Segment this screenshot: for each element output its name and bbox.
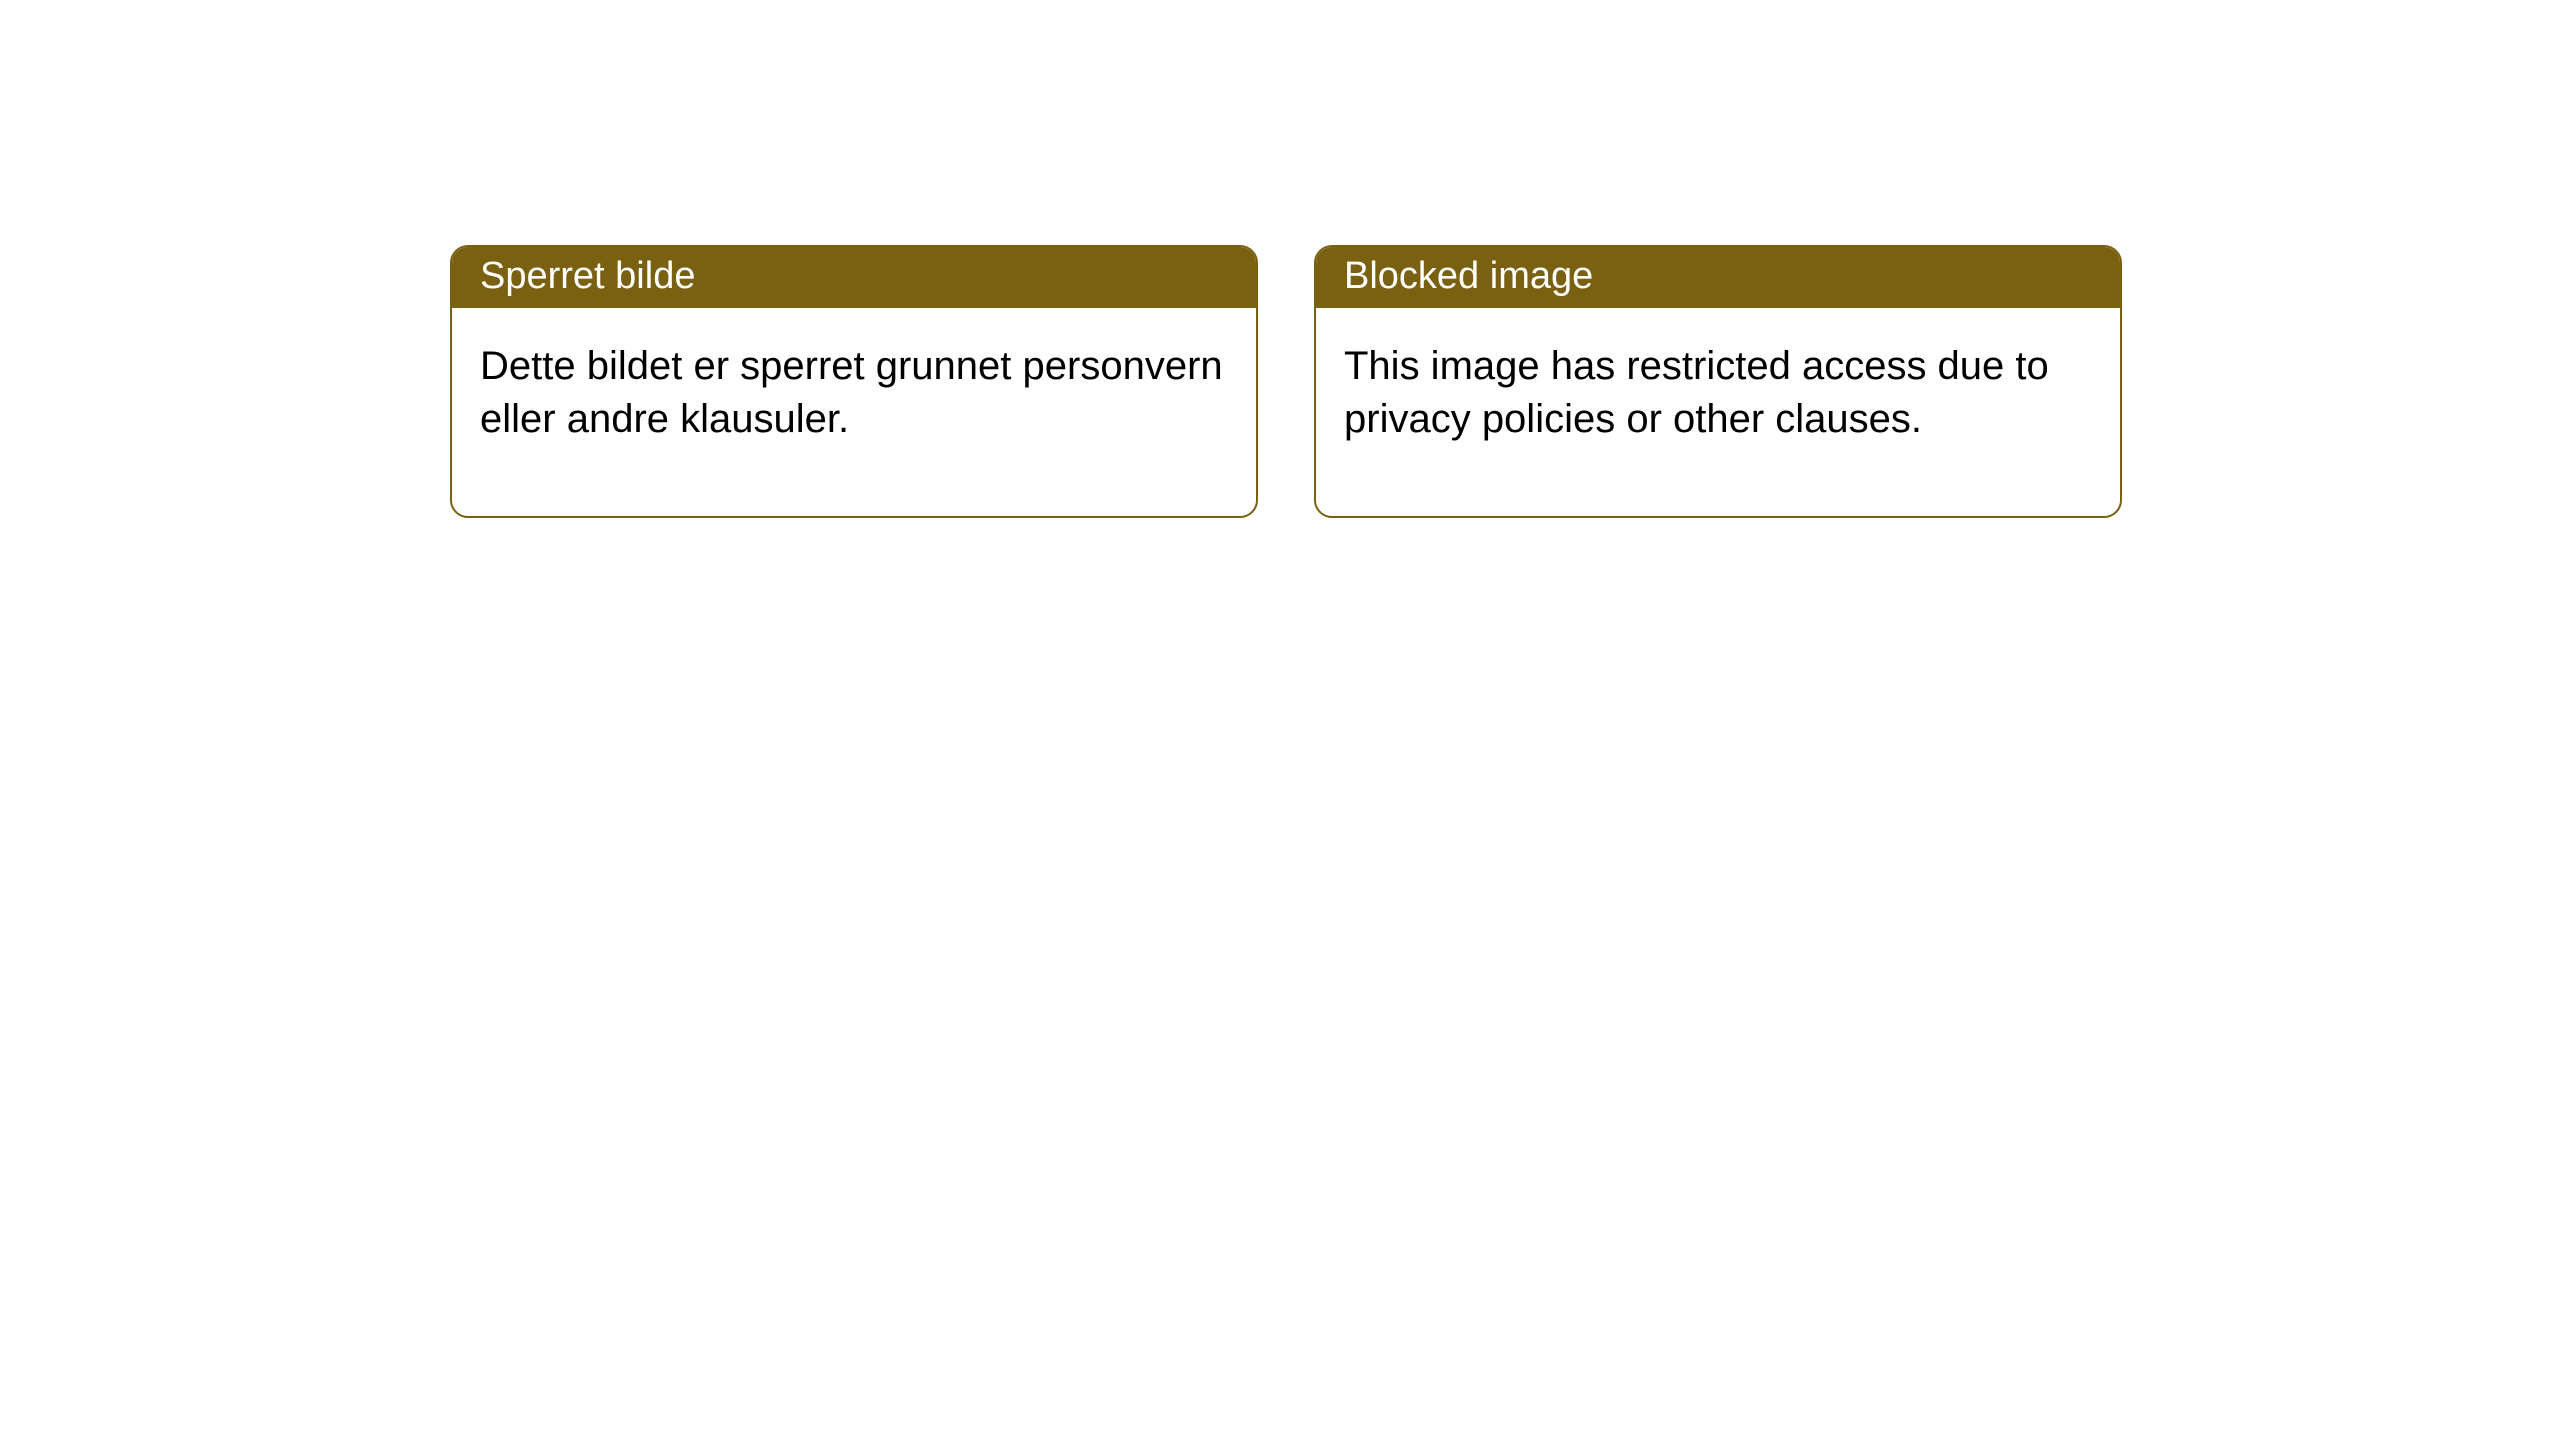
notice-body-english: This image has restricted access due to … bbox=[1316, 308, 2120, 516]
notice-card-english: Blocked image This image has restricted … bbox=[1314, 245, 2122, 518]
notice-title-norwegian: Sperret bilde bbox=[452, 247, 1256, 308]
notice-container: Sperret bilde Dette bildet er sperret gr… bbox=[0, 0, 2560, 518]
notice-body-norwegian: Dette bildet er sperret grunnet personve… bbox=[452, 308, 1256, 516]
notice-title-english: Blocked image bbox=[1316, 247, 2120, 308]
notice-card-norwegian: Sperret bilde Dette bildet er sperret gr… bbox=[450, 245, 1258, 518]
